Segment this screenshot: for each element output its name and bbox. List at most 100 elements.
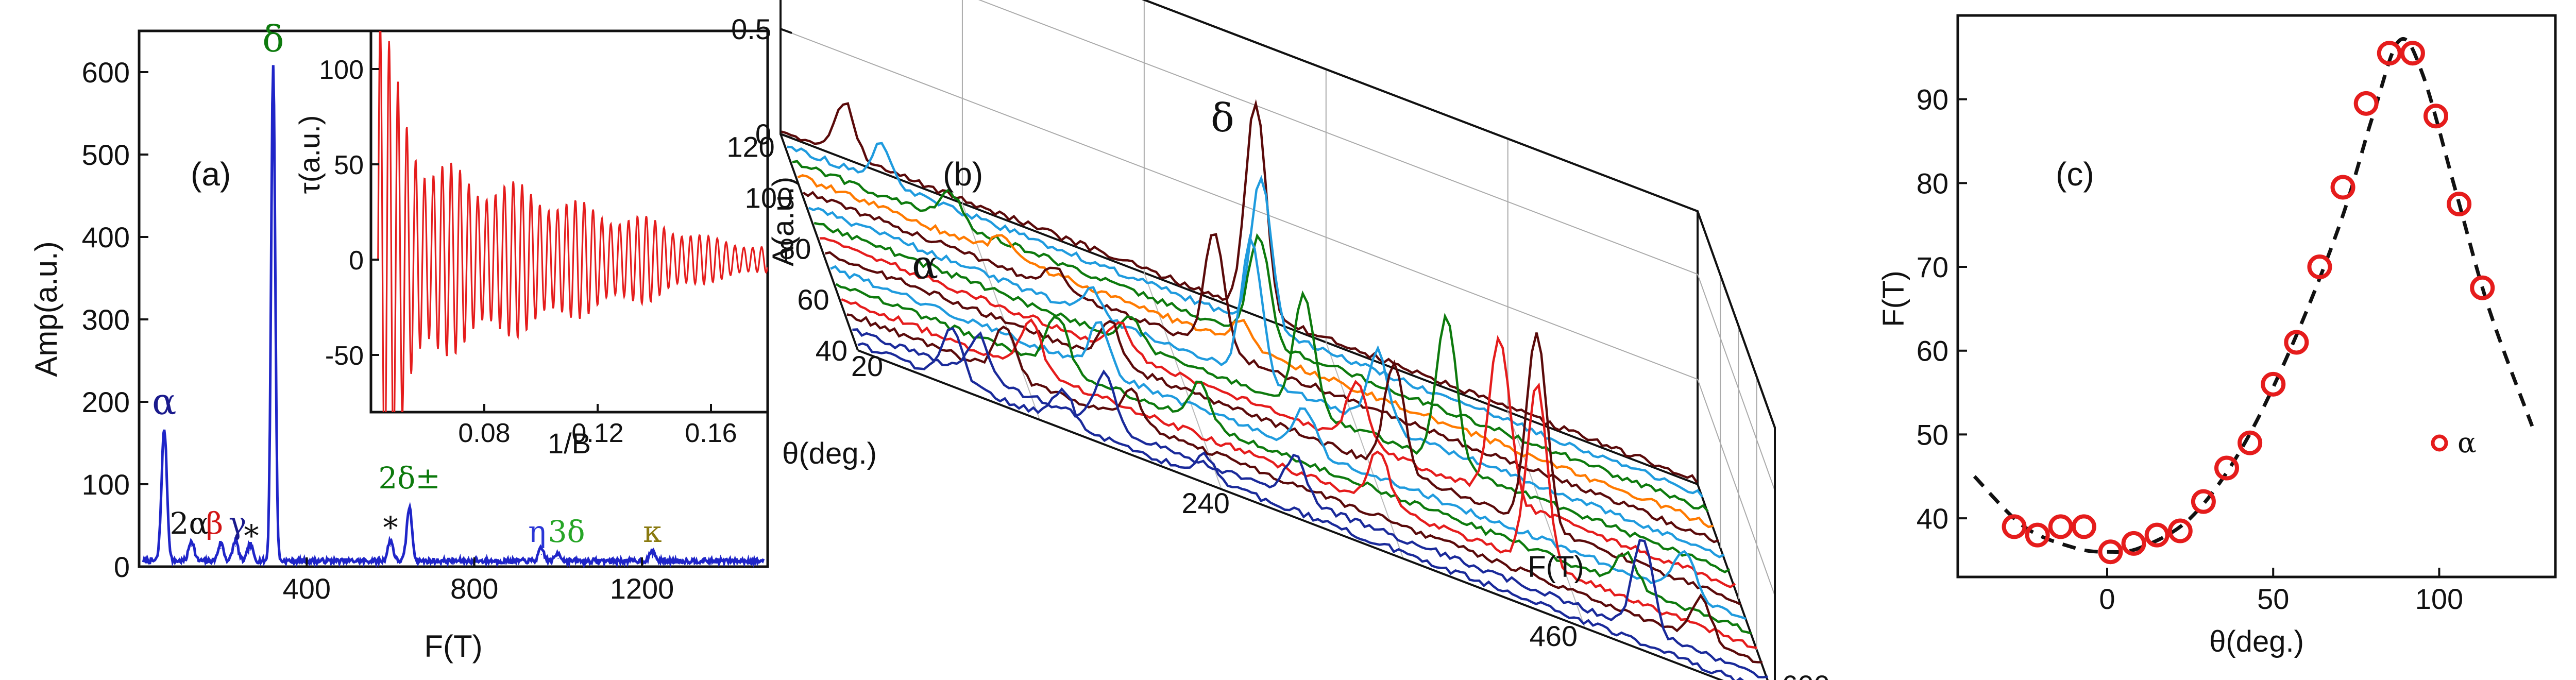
b-f-tick-label: 240: [1181, 487, 1229, 519]
inset-ytick-label: -50: [325, 341, 364, 371]
b-side-wall: [1697, 211, 1776, 680]
panel-b: 00.5140608010012020240460600 (b) A(a.u.)…: [726, 0, 1830, 680]
a-ytick-label: 200: [82, 386, 130, 418]
inset-axes: -50 0 50 100 0.08 0.12 0.16: [319, 55, 737, 448]
c-ytick-label: 50: [1917, 418, 1948, 451]
legend-marker: [2431, 434, 2448, 452]
c-data-point: [2400, 41, 2425, 66]
panel-c-plot: [1973, 37, 2534, 565]
panel-c: 40 50 60 70 80 90 0 50 100 (c) θ(deg.) F(T) α: [1877, 14, 2557, 658]
b-trace-line: [792, 160, 1709, 513]
panel-b-xlabel: F(T): [1528, 550, 1584, 584]
a-ytick-label: 400: [82, 221, 130, 253]
c-xtick-label: 50: [2257, 583, 2289, 615]
c-data-point: [2144, 522, 2170, 548]
a-peak-point: [163, 434, 165, 435]
delta-label: δ: [1211, 95, 1234, 141]
a-xtick-label: 1200: [610, 572, 674, 605]
c-data-point: [2025, 522, 2050, 548]
b-a-tick-mark: [780, 133, 792, 139]
c-data-point: [2307, 254, 2332, 280]
inset-plot: [377, 31, 768, 412]
c-data-point: [2261, 371, 2286, 397]
panel-c-xlabel: θ(deg.): [2209, 625, 2304, 658]
c-fit-curve: [1973, 37, 2534, 554]
c-data-point: [2447, 192, 2472, 217]
b-trace-line: [846, 313, 1762, 664]
c-data-point: [2470, 275, 2495, 300]
a-peak-annotation: 2α: [170, 506, 209, 541]
a-ytick-label: 0: [114, 551, 130, 583]
a-peak-point: [273, 72, 274, 73]
b-grid-line: [978, 0, 1698, 275]
c-data-point: [2238, 430, 2263, 455]
inset-oscillation-line: [377, 31, 768, 412]
panel-c-ylabel: F(T): [1877, 270, 1910, 327]
b-floor-grid: [1507, 411, 1586, 628]
b-top-edge: [1142, 0, 1698, 212]
panel-b-box: [779, 0, 1776, 680]
a-peak-annotation: δ: [262, 18, 284, 60]
a-peak-annotation: α: [152, 381, 176, 423]
panel-c-frame: [1956, 14, 2557, 579]
c-ytick-label: 70: [1917, 251, 1948, 283]
panel-b-label: (b): [943, 156, 983, 193]
b-a-tick-label: 0.5: [731, 13, 771, 45]
c-xtick-label: 100: [2415, 583, 2463, 615]
a-peak-point: [249, 550, 251, 551]
inset-ylabel: τ(a.u.): [293, 115, 326, 194]
b-theta-tick-label: 120: [726, 131, 774, 163]
a-peak-annotation: κ: [643, 514, 662, 549]
c-data-point: [2284, 330, 2309, 355]
a-peak-point: [390, 546, 391, 547]
panel-b-zlabel: θ(deg.): [782, 437, 877, 470]
legend: α: [2431, 427, 2476, 459]
b-f-axis: [857, 349, 1724, 680]
b-grid-line: [780, 28, 1698, 380]
a-peak-point: [235, 546, 236, 547]
c-data-point: [2071, 514, 2096, 539]
a-peak-annotation: η: [528, 514, 546, 549]
inset-xtick-label: 0.12: [571, 418, 623, 448]
c-data-point: [2048, 514, 2073, 539]
c-data-point: [2330, 175, 2355, 200]
panel-a-xlabel: F(T): [424, 629, 482, 664]
c-data-point: [2377, 41, 2402, 66]
a-peak-annotation: 3δ: [548, 514, 585, 549]
b-theta-tick-label: 80: [779, 232, 811, 265]
b-f-tick-label: 20: [851, 350, 883, 382]
panel-c-axes: 40 50 60 70 80 90 0 50 100: [1917, 83, 2463, 615]
panel-a-ylabel: Amp(a.u.): [29, 241, 63, 377]
b-grid-line: [1697, 274, 1775, 491]
inset-ytick-label: 50: [334, 150, 364, 180]
inset-ytick-label: 100: [319, 55, 364, 85]
b-trace-line: [852, 328, 1768, 678]
c-xtick-label: 0: [2099, 583, 2115, 615]
c-data-point: [2191, 489, 2216, 514]
b-trace-line: [797, 174, 1714, 529]
c-data-point: [2353, 91, 2379, 116]
b-theta-tick-label: 100: [745, 182, 793, 214]
b-trace-line: [808, 207, 1725, 558]
b-trace-line: [802, 191, 1719, 543]
c-data-point: [2121, 531, 2146, 556]
c-data-point: [2424, 104, 2448, 129]
b-trace-line: [857, 327, 1744, 680]
c-ytick-label: 40: [1917, 502, 1948, 535]
inset-xlabel: 1/B: [548, 427, 591, 460]
a-peak-point: [540, 554, 542, 555]
alpha-label: α: [912, 242, 938, 287]
a-ytick-label: 300: [82, 303, 130, 336]
b-a-tick-mark: [780, 28, 792, 35]
b-theta-tick-label: 60: [797, 283, 829, 316]
c-ytick-label: 60: [1917, 335, 1948, 367]
inset-xtick-label: 0.16: [685, 418, 737, 448]
panel-a-label: (a): [191, 156, 231, 193]
b-trace-line: [819, 237, 1736, 589]
a-peak-point: [557, 558, 559, 559]
panel-a-inset: -50 0 50 100 0.08 0.12 0.16 1/B τ(a.u.): [293, 29, 769, 460]
a-spectrum-line: [142, 65, 765, 569]
b-theta-axis: [779, 133, 859, 351]
